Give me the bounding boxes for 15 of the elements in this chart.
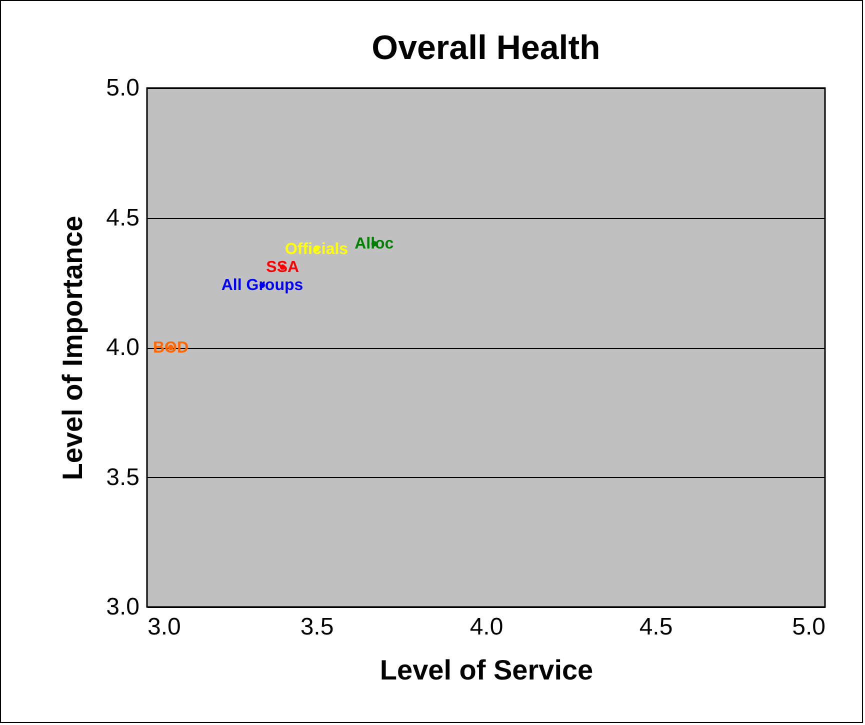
series-label: Officials [284, 240, 348, 258]
x-tick-label: 5.0 [792, 614, 826, 640]
x-tick-label: 4.5 [639, 614, 673, 640]
y-tick-label: 5.0 [106, 74, 140, 102]
y-tick-label: 3.0 [106, 594, 140, 620]
x-tick-label: 3.5 [300, 614, 334, 640]
x-tick-label: 3.0 [148, 614, 181, 640]
y-tick-label: 3.5 [106, 464, 140, 491]
x-axis-title: Level of Service [380, 654, 594, 686]
y-tick-label: 4.5 [106, 204, 140, 232]
series-label: All Groups [221, 277, 304, 294]
y-axis-title: Level of Importance [57, 216, 88, 480]
x-tick-label: 4.0 [470, 614, 504, 640]
chart-title: Overall Health [372, 29, 600, 67]
y-tick-label: 4.0 [106, 334, 140, 361]
